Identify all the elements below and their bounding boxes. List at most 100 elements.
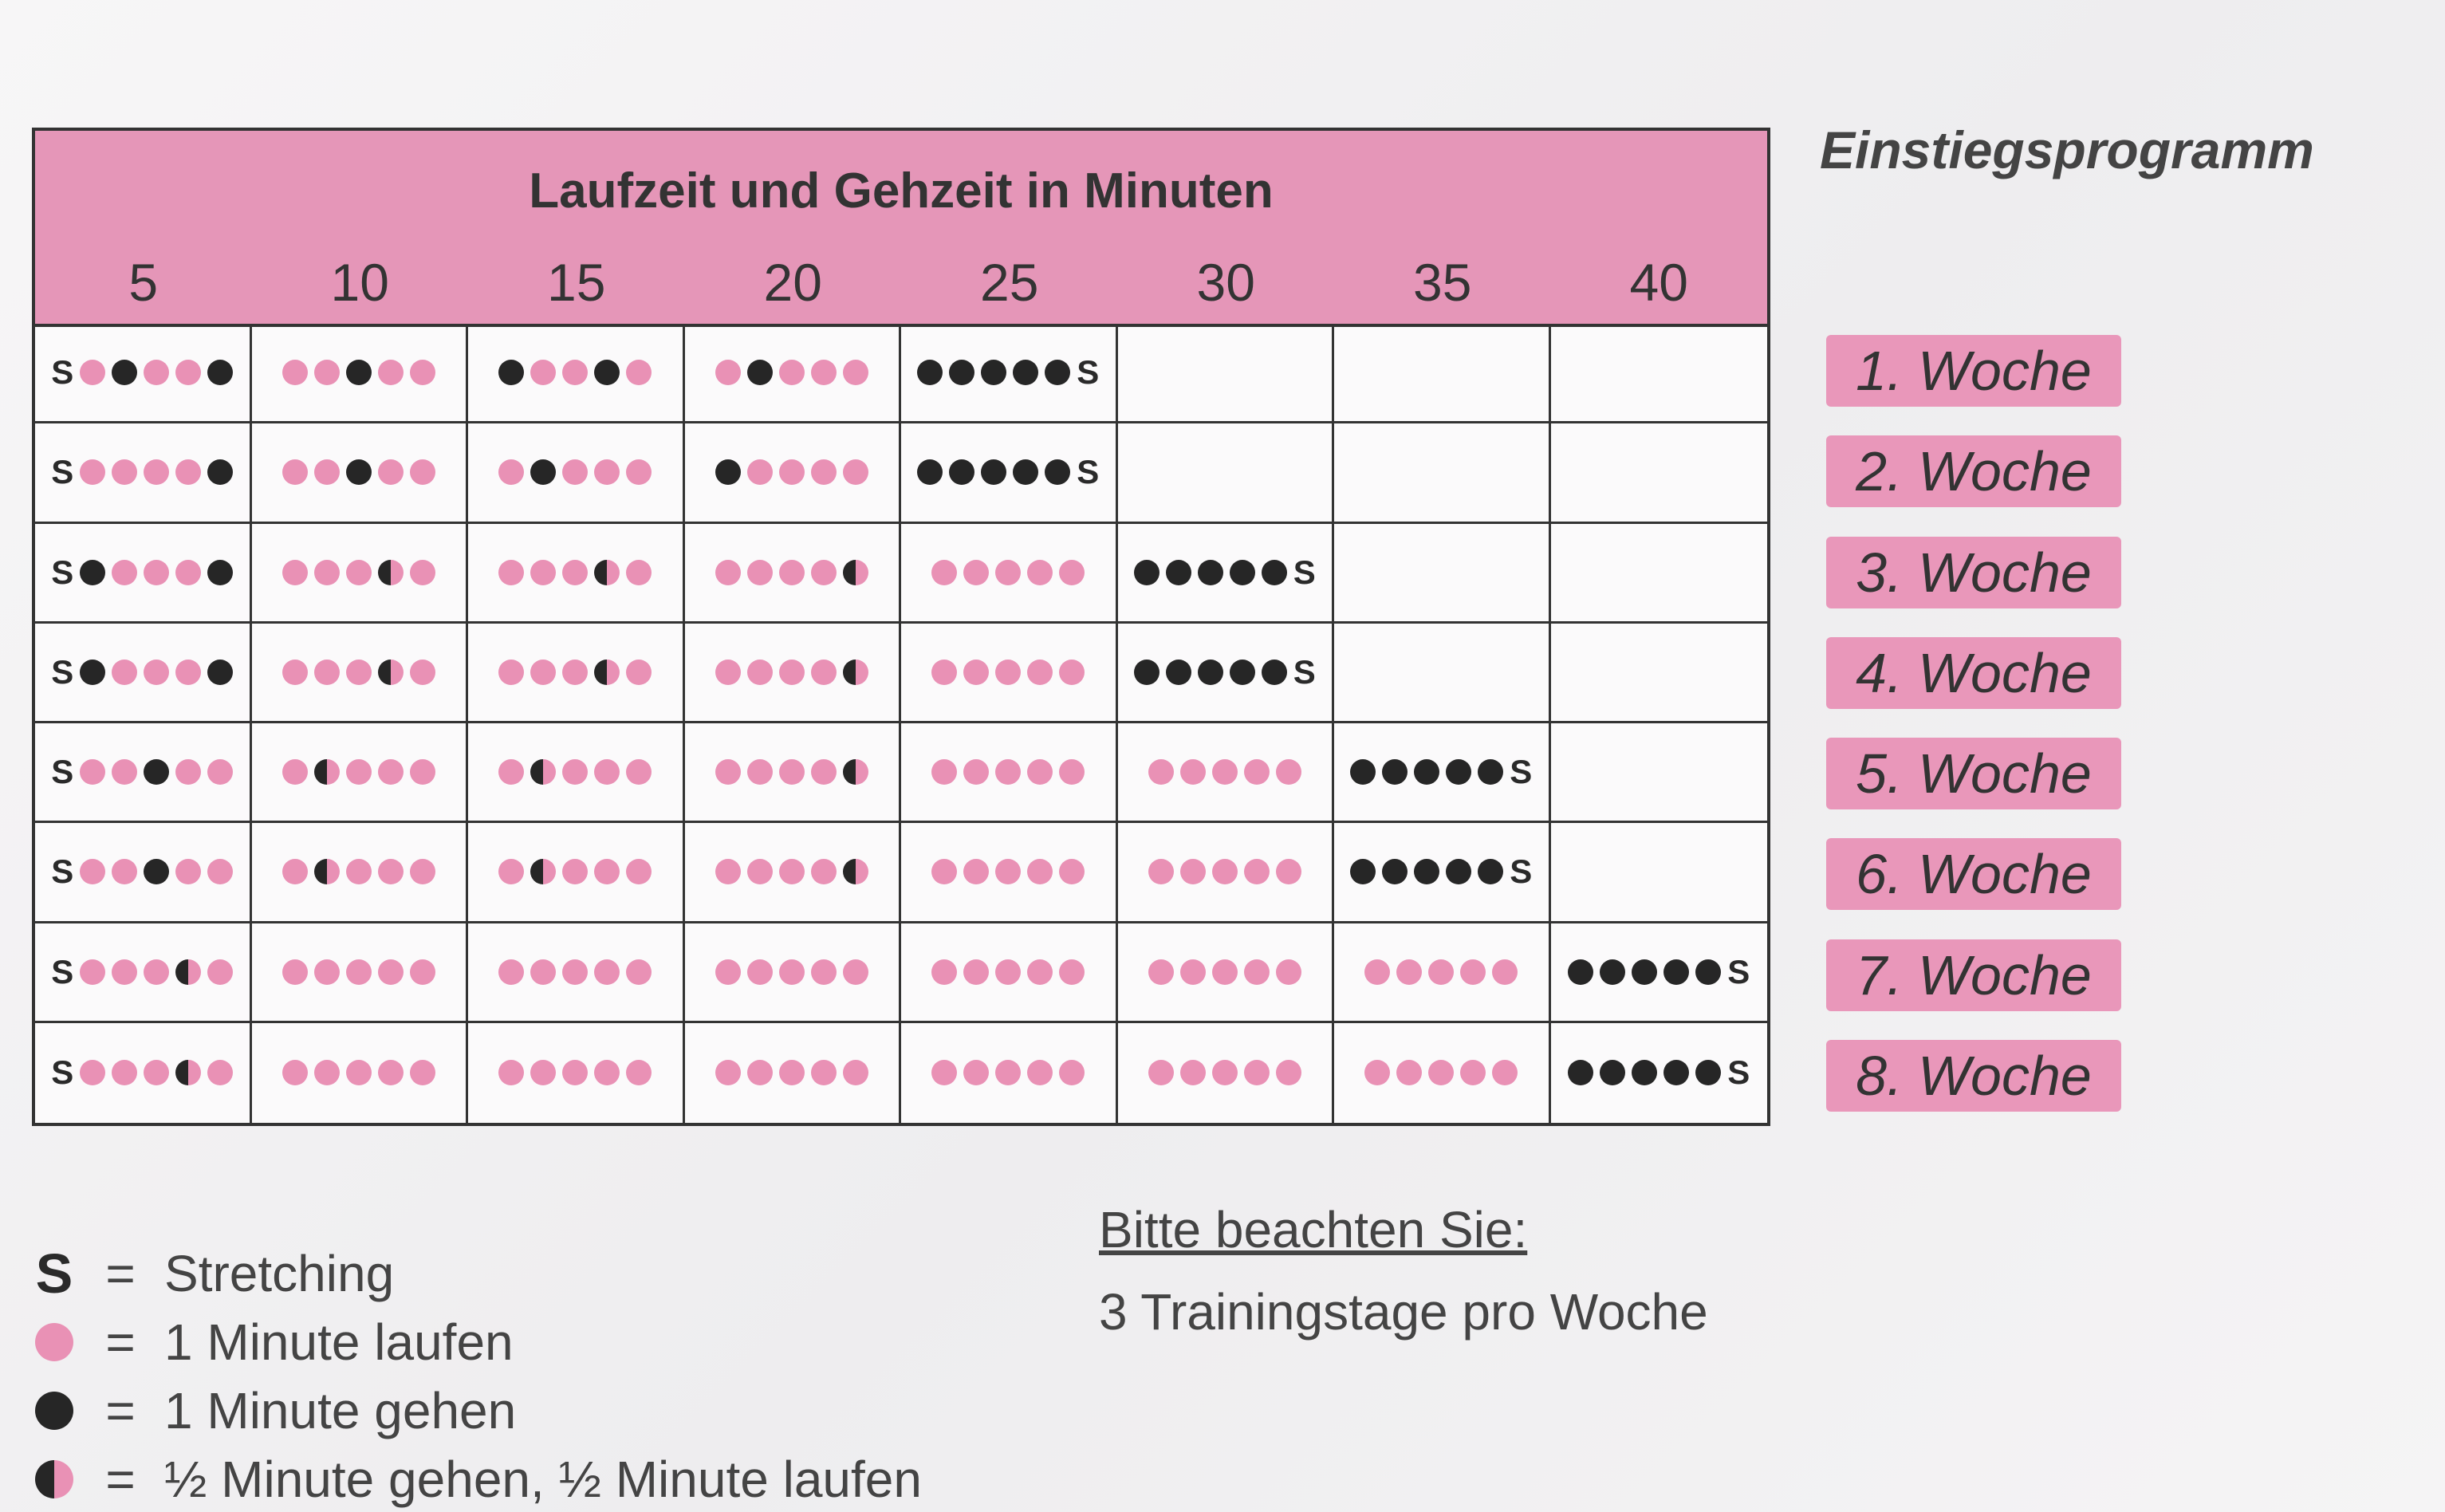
pink-dot-icon <box>1027 1060 1053 1086</box>
black-dot-icon <box>1165 659 1191 685</box>
stretch-symbol: S <box>1727 952 1750 990</box>
black-dot-icon <box>1446 859 1472 885</box>
pink-dot-icon <box>207 959 234 985</box>
schedule-cell <box>1117 324 1334 424</box>
pink-dot-icon <box>1396 1060 1423 1086</box>
pink-dot-icon <box>778 360 805 386</box>
pink-dot-icon <box>778 459 805 486</box>
pink-dot-icon <box>1211 759 1238 786</box>
table-grid: S S S S S S S S S S S S S S S S <box>35 324 1767 1123</box>
stretch-symbol: S <box>51 652 74 691</box>
week-label: 4. Woche <box>1826 636 2121 709</box>
schedule-cell <box>468 923 685 1023</box>
pink-dot-icon <box>377 859 404 885</box>
pink-dot-icon <box>282 759 308 786</box>
schedule-cell <box>901 923 1118 1023</box>
schedule-cell <box>251 623 468 723</box>
pink-dot-icon <box>1275 1060 1301 1086</box>
black-dot-icon <box>917 360 943 386</box>
pink-dot-icon <box>931 959 958 985</box>
black-dot-icon <box>1133 659 1160 685</box>
pink-dot-icon <box>1059 859 1085 885</box>
pink-dot-icon <box>1027 559 1053 585</box>
black-dot-icon <box>1045 360 1071 386</box>
pink-dot-icon <box>810 459 837 486</box>
pink-dot-icon <box>1059 559 1085 585</box>
schedule-cell: S <box>1117 623 1334 723</box>
pink-dot-icon <box>995 559 1022 585</box>
black-dot-icon <box>1632 959 1658 985</box>
pink-dot-icon <box>594 459 620 486</box>
schedule-cell <box>684 423 901 524</box>
pink-dot-icon <box>995 859 1022 885</box>
black-dot-icon <box>1446 759 1472 786</box>
pink-dot-icon <box>80 859 106 885</box>
pink-dot-icon <box>842 360 868 386</box>
pink-dot-icon <box>810 360 837 386</box>
pink-dot-icon <box>1027 859 1053 885</box>
schedule-cell <box>901 1022 1118 1123</box>
half-dot-icon <box>530 859 557 885</box>
half-dot-icon <box>313 859 340 885</box>
pink-dot-icon <box>409 959 435 985</box>
schedule-cell: S <box>35 423 252 524</box>
schedule-cell <box>1117 823 1334 923</box>
equals-sign: = <box>105 1245 136 1302</box>
black-dot-icon <box>1414 759 1440 786</box>
pink-dot-icon <box>1148 859 1174 885</box>
table-header: Laufzeit und Gehzeit in Minuten 5 10 15 20 2… <box>35 131 1767 327</box>
minutes-label: 10 <box>330 253 389 312</box>
black-dot-icon <box>1197 559 1223 585</box>
pink-dot-icon <box>498 959 525 985</box>
schedule-cell: S <box>901 324 1118 424</box>
pink-dot-icon <box>1027 959 1053 985</box>
pink-dot-icon <box>530 1060 557 1086</box>
pink-dot-icon <box>530 659 557 685</box>
schedule-cell <box>1550 823 1767 923</box>
schedule-cell <box>1550 423 1767 524</box>
pink-dot-icon <box>498 659 525 685</box>
pink-dot-icon <box>1059 759 1085 786</box>
pink-dot-icon <box>112 459 138 486</box>
pink-dot-icon <box>112 759 138 786</box>
black-dot-icon <box>1013 459 1039 486</box>
schedule-cell <box>468 324 685 424</box>
schedule-cell <box>468 523 685 624</box>
black-dot-icon <box>498 360 525 386</box>
schedule-cell <box>684 823 901 923</box>
pink-dot-icon <box>626 859 652 885</box>
black-dot-icon <box>112 360 138 386</box>
pink-dot-icon <box>778 859 805 885</box>
pink-dot-icon <box>282 859 308 885</box>
pink-dot-icon <box>963 959 990 985</box>
pink-dot-icon <box>498 1060 525 1086</box>
week-label: 2. Woche <box>1826 435 2121 508</box>
black-dot-icon <box>1478 859 1504 885</box>
black-dot-icon <box>1133 559 1160 585</box>
minutes-label: 5 <box>128 253 159 312</box>
pink-dot-icon <box>377 1060 404 1086</box>
pink-dot-icon <box>1364 1060 1391 1086</box>
stretch-symbol: S <box>1510 753 1533 791</box>
pink-dot-icon <box>1211 859 1238 885</box>
pink-dot-icon <box>746 559 773 585</box>
pink-dot-icon <box>80 1060 106 1086</box>
pink-dot-icon <box>594 859 620 885</box>
black-dot-icon <box>917 459 943 486</box>
pink-dot-icon <box>1027 659 1053 685</box>
black-dot-icon <box>1261 559 1287 585</box>
pink-dot-icon <box>1492 1060 1518 1086</box>
schedule-cell: S <box>35 723 252 824</box>
pink-dot-icon <box>963 759 990 786</box>
legend-text: 1 Minute laufen <box>164 1313 514 1371</box>
pink-dot-icon <box>282 360 308 386</box>
black-dot-icon <box>1197 659 1223 685</box>
black-dot-icon <box>207 459 234 486</box>
legend-half: = ½ Minute gehen, ½ Minute laufen <box>32 1447 922 1511</box>
black-dot-icon <box>981 360 1007 386</box>
pink-dot-icon <box>995 959 1022 985</box>
schedule-cell: S <box>35 324 252 424</box>
pink-dot-icon <box>594 759 620 786</box>
black-dot-icon <box>345 459 372 486</box>
black-dot-icon <box>1478 759 1504 786</box>
